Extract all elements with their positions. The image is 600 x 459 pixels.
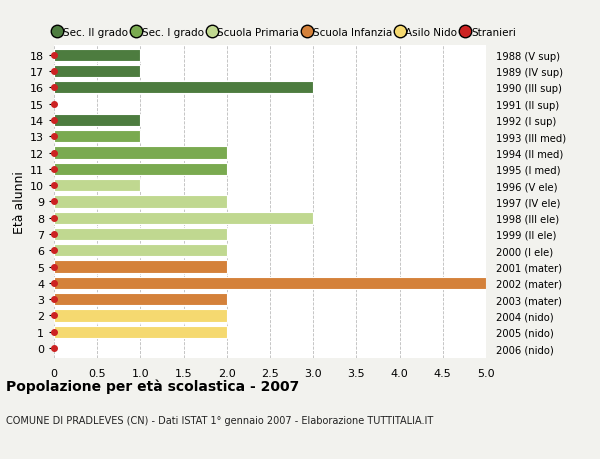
Legend: Sec. II grado, Sec. I grado, Scuola Primaria, Scuola Infanzia, Asilo Nido, Stran: Sec. II grado, Sec. I grado, Scuola Prim… [55,28,516,38]
Bar [54,229,227,241]
Bar [54,131,140,143]
Bar [54,245,227,257]
Bar [54,196,227,208]
Bar [54,66,140,78]
Bar [54,277,486,289]
Bar [54,326,227,338]
Bar [54,82,313,94]
Bar [54,115,140,127]
Bar [54,261,227,273]
Y-axis label: Età alunni: Età alunni [13,171,26,233]
Bar [54,293,227,306]
Bar [54,163,227,175]
Text: COMUNE DI PRADLEVES (CN) - Dati ISTAT 1° gennaio 2007 - Elaborazione TUTTITALIA.: COMUNE DI PRADLEVES (CN) - Dati ISTAT 1°… [6,415,433,425]
Bar [54,310,227,322]
Bar [54,50,140,62]
Bar [54,212,313,224]
Bar [54,179,140,192]
Bar [54,147,227,159]
Text: Popolazione per età scolastica - 2007: Popolazione per età scolastica - 2007 [6,379,299,393]
